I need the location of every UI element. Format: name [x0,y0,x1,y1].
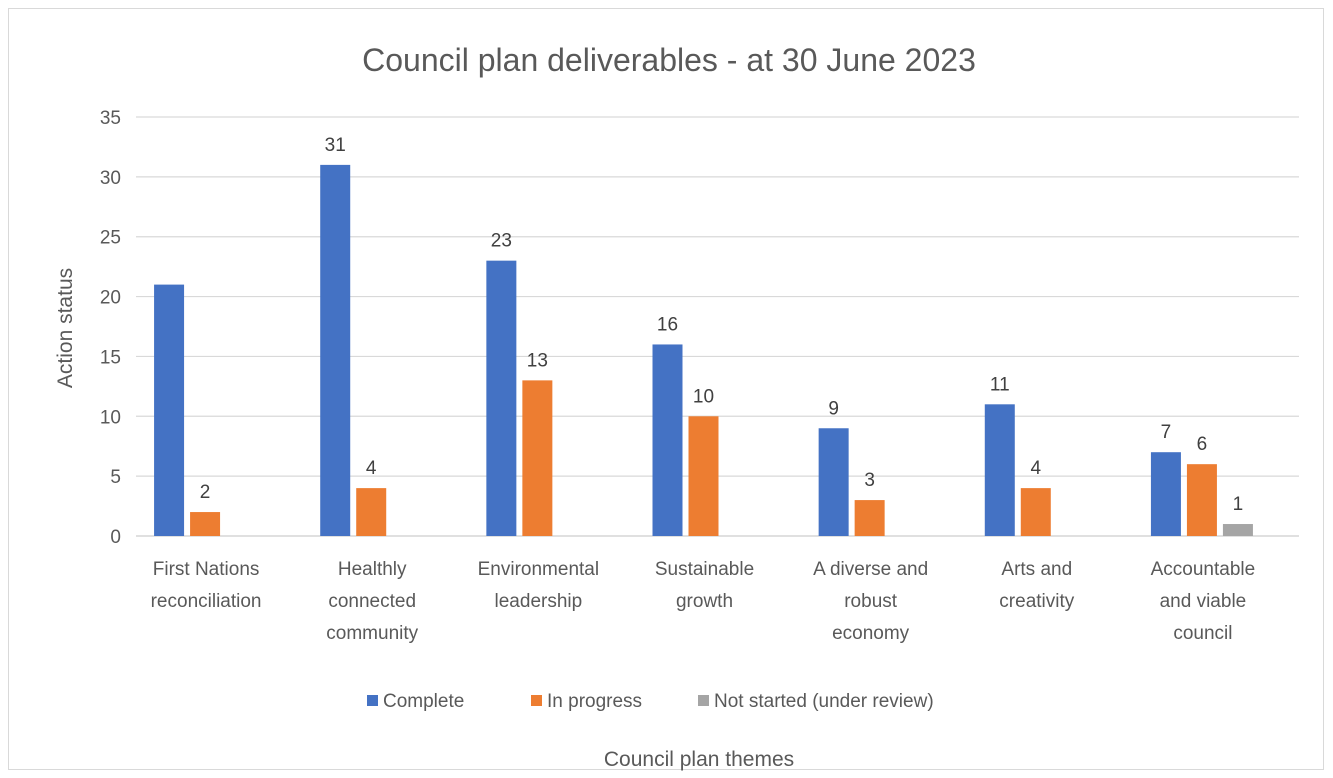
data-label: 4 [1030,458,1041,479]
bars [154,164,1253,536]
y-tick-label: 30 [100,168,121,189]
data-label: 7 [1161,422,1172,443]
legend-swatch-0 [367,695,378,706]
x-category-label: Accountable [1151,559,1256,580]
legend-label: Complete [383,691,464,712]
x-category-label: First Nations [153,559,260,580]
x-category-label: creativity [999,591,1074,612]
x-category-label: connected [328,591,416,612]
legend-swatch-1 [531,695,542,706]
bar-in-progress-3 [688,416,719,536]
bar-complete-2 [486,260,517,536]
y-tick-label: 25 [100,228,121,249]
legend-label: In progress [547,691,642,712]
data-label: 6 [1197,434,1208,455]
y-axis-title: Action status [54,268,77,388]
bar-chart: Council plan deliverables - at 30 June 2… [54,42,1299,771]
bar-in-progress-1 [356,488,387,536]
bar-in-progress-6 [1186,464,1217,536]
bar-complete-6 [1150,452,1181,536]
x-category-label: leadership [495,591,583,612]
data-label: 23 [491,231,512,252]
bar-in-progress-5 [1020,488,1051,536]
data-label: 31 [325,135,346,156]
x-category-label: council [1173,623,1232,644]
chart-title: Council plan deliverables - at 30 June 2… [362,42,976,78]
y-axis-ticks: 0 5 10 15 20 25 30 35 [100,108,121,548]
legend-swatch-2 [698,695,709,706]
y-tick-label: 15 [100,347,121,368]
x-category-label: robust [844,591,898,612]
data-labels: 2 31 4 23 13 16 10 9 3 11 4 7 6 1 [200,135,1243,515]
bar-complete-1 [320,164,351,536]
legend: Complete In progress Not started (under re… [367,691,934,712]
data-label: 16 [657,314,678,335]
bar-complete-5 [984,404,1015,536]
bar-not-started-under-review--6 [1222,524,1253,536]
data-label: 10 [693,386,714,407]
data-label: 4 [366,458,377,479]
bar-complete-0 [154,284,185,536]
bar-complete-3 [652,344,683,536]
y-tick-label: 10 [100,407,121,428]
x-category-label: Arts and [1001,559,1072,580]
data-label: 9 [828,398,839,419]
x-category-label: community [326,623,418,644]
x-category-label: reconciliation [151,591,262,612]
data-label: 13 [527,350,548,371]
y-tick-label: 20 [100,288,121,309]
x-category-label: Environmental [478,559,599,580]
x-category-label: growth [676,591,733,612]
bar-in-progress-4 [854,500,885,536]
bar-in-progress-2 [522,380,553,536]
x-category-label: Sustainable [655,559,754,580]
x-category-label: A diverse and [813,559,928,580]
data-label: 11 [990,374,1010,395]
legend-label: Not started (under review) [714,691,934,712]
data-label: 1 [1233,494,1244,515]
x-category-label: economy [832,623,910,644]
bar-in-progress-0 [190,512,221,536]
data-label: 3 [864,470,875,491]
bar-complete-4 [818,428,849,536]
x-category-label: Healthly [338,559,407,580]
y-tick-label: 35 [100,108,121,129]
x-category-label: and viable [1160,591,1247,612]
chart-frame: Council plan deliverables - at 30 June 2… [8,8,1324,771]
y-tick-label: 0 [110,527,121,548]
x-axis-title: Council plan themes [604,748,794,771]
data-label: 2 [200,482,211,503]
y-tick-label: 5 [110,467,121,488]
x-axis-categories: First Nations reconciliation Healthly conne… [151,559,1256,644]
